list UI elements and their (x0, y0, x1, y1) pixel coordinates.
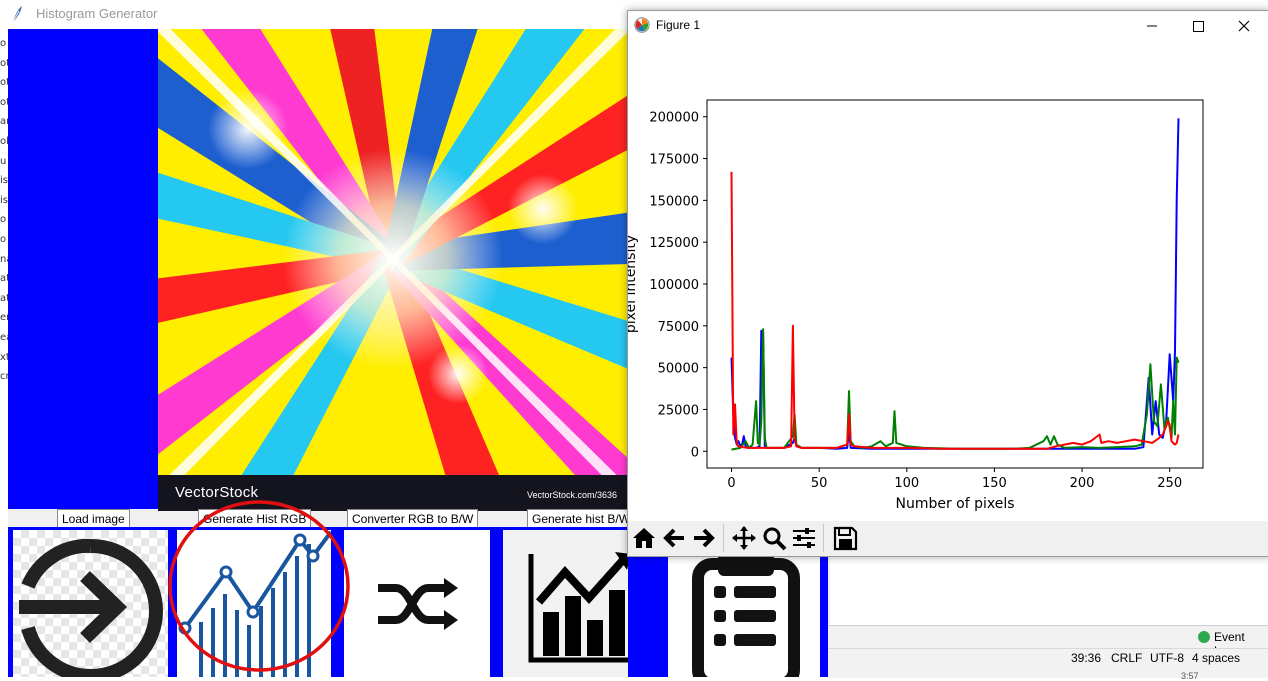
close-icon (1238, 20, 1250, 32)
minimize-icon (1147, 25, 1157, 27)
configure-subplots-button[interactable] (790, 524, 818, 552)
toolbar-separator (823, 524, 824, 552)
left-strip-char: cr (0, 371, 10, 383)
home-button[interactable] (630, 524, 658, 552)
left-strip-char: o (0, 38, 7, 49)
y-tick-label: 100000 (649, 278, 699, 293)
starburst-image-graphic (158, 29, 628, 511)
y-tick-label: 75000 (658, 320, 699, 335)
left-strip-char: at (0, 273, 11, 285)
histogram-generator-title: Histogram Generator (36, 6, 158, 21)
x-tick-label: 0 (727, 476, 735, 491)
y-tick-label: 50000 (658, 362, 699, 377)
left-code-strip (0, 29, 8, 677)
left-strip-char: ol (0, 136, 9, 147)
indent-setting[interactable]: 4 spaces (1192, 651, 1241, 665)
zoom-icon (763, 527, 787, 551)
y-tick-label: 25000 (658, 403, 699, 418)
home-icon (633, 528, 655, 548)
x-tick-label: 50 (811, 476, 828, 491)
x-tick-label: 150 (982, 476, 1007, 491)
load-image-button[interactable] (13, 530, 168, 677)
left-strip-char: u (0, 155, 7, 167)
left-strip-char: is (0, 194, 8, 206)
login-arrow-icon (19, 538, 163, 677)
left-strip-char: en (0, 312, 13, 324)
histogram-line-1 (731, 328, 1180, 451)
forward-arrow-icon (694, 528, 715, 548)
left-strip-char: at (0, 292, 11, 304)
left-strip-char: na (0, 253, 13, 265)
histogram-plot[interactable]: 0 50 100 150 200 250 0 25000 50000 75000 100000 125… (628, 41, 1268, 521)
vectorstock-url: VectorStock.com/3636 (527, 490, 618, 500)
y-tick-label: 200000 (649, 111, 699, 126)
left-strip-char: ot (0, 96, 11, 108)
vectorstock-logo: VectorStock (175, 484, 259, 501)
left-strip-char: is (0, 175, 8, 187)
pan-button[interactable] (730, 524, 758, 552)
configure-subplots-icon (793, 528, 815, 548)
close-button[interactable] (1221, 11, 1267, 41)
ide-status-bar (828, 648, 1268, 678)
x-axis-label: Number of pixels (895, 496, 1014, 512)
x-tick-label: 250 (1157, 476, 1182, 491)
save-icon (833, 526, 858, 551)
back-button[interactable] (660, 524, 688, 552)
left-strip-char: o (0, 214, 7, 226)
y-tick-label: 175000 (649, 153, 699, 168)
left-strip-char: ar (0, 116, 11, 128)
y-tick-label: 150000 (649, 194, 699, 209)
maximize-icon (1193, 21, 1204, 32)
plot-area (707, 100, 1203, 468)
trend-chart-icon (528, 552, 628, 663)
minimize-button[interactable] (1129, 11, 1175, 41)
forward-button[interactable] (690, 524, 718, 552)
generate-hist-bw-label[interactable]: Generate hist B/W (527, 509, 636, 529)
histogram-line-2 (730, 171, 1180, 450)
left-strip-char: ea (0, 332, 13, 343)
loaded-image (158, 29, 628, 511)
load-image-label[interactable]: Load image (57, 509, 130, 529)
left-strip-char: xt (0, 351, 10, 363)
feather-icon (12, 6, 22, 23)
toolbar-separator (723, 524, 724, 552)
maximize-button[interactable] (1175, 11, 1221, 41)
shuffle-icon (378, 578, 458, 630)
converter-rgb-bw-button[interactable] (344, 530, 490, 677)
left-strip-char: ot (0, 57, 11, 69)
back-arrow-icon (663, 528, 684, 548)
figure-toolbar (628, 521, 1268, 555)
matplotlib-logo-icon (634, 17, 650, 33)
event-log-icon (1198, 631, 1210, 643)
x-tick-label: 100 (894, 476, 919, 491)
pan-icon (732, 526, 756, 550)
save-figure-button[interactable] (831, 524, 859, 552)
converter-rgb-bw-label[interactable]: Converter RGB to B/W (347, 509, 479, 529)
cursor-position[interactable]: 39:36 (1071, 651, 1102, 665)
generate-hist-bw-button[interactable] (503, 530, 628, 677)
zoom-button[interactable] (760, 524, 788, 552)
y-tick-label: 125000 (649, 236, 699, 251)
y-tick-label: 0 (691, 445, 699, 460)
left-strip-char: ot (0, 77, 11, 89)
y-axis-label: pixel intensity (628, 235, 639, 333)
figure-title: Figure 1 (656, 18, 701, 32)
highlight-circle-annotation (168, 500, 350, 672)
taskbar-clock: 3:57 (1181, 671, 1199, 681)
file-encoding[interactable]: UTF-8 (1150, 651, 1184, 665)
line-ending[interactable]: CRLF (1111, 651, 1143, 665)
figure-titlebar[interactable] (628, 11, 1268, 41)
x-tick-label: 200 (1070, 476, 1095, 491)
left-strip-char: o (0, 234, 7, 245)
blue-frame-left (8, 29, 158, 509)
